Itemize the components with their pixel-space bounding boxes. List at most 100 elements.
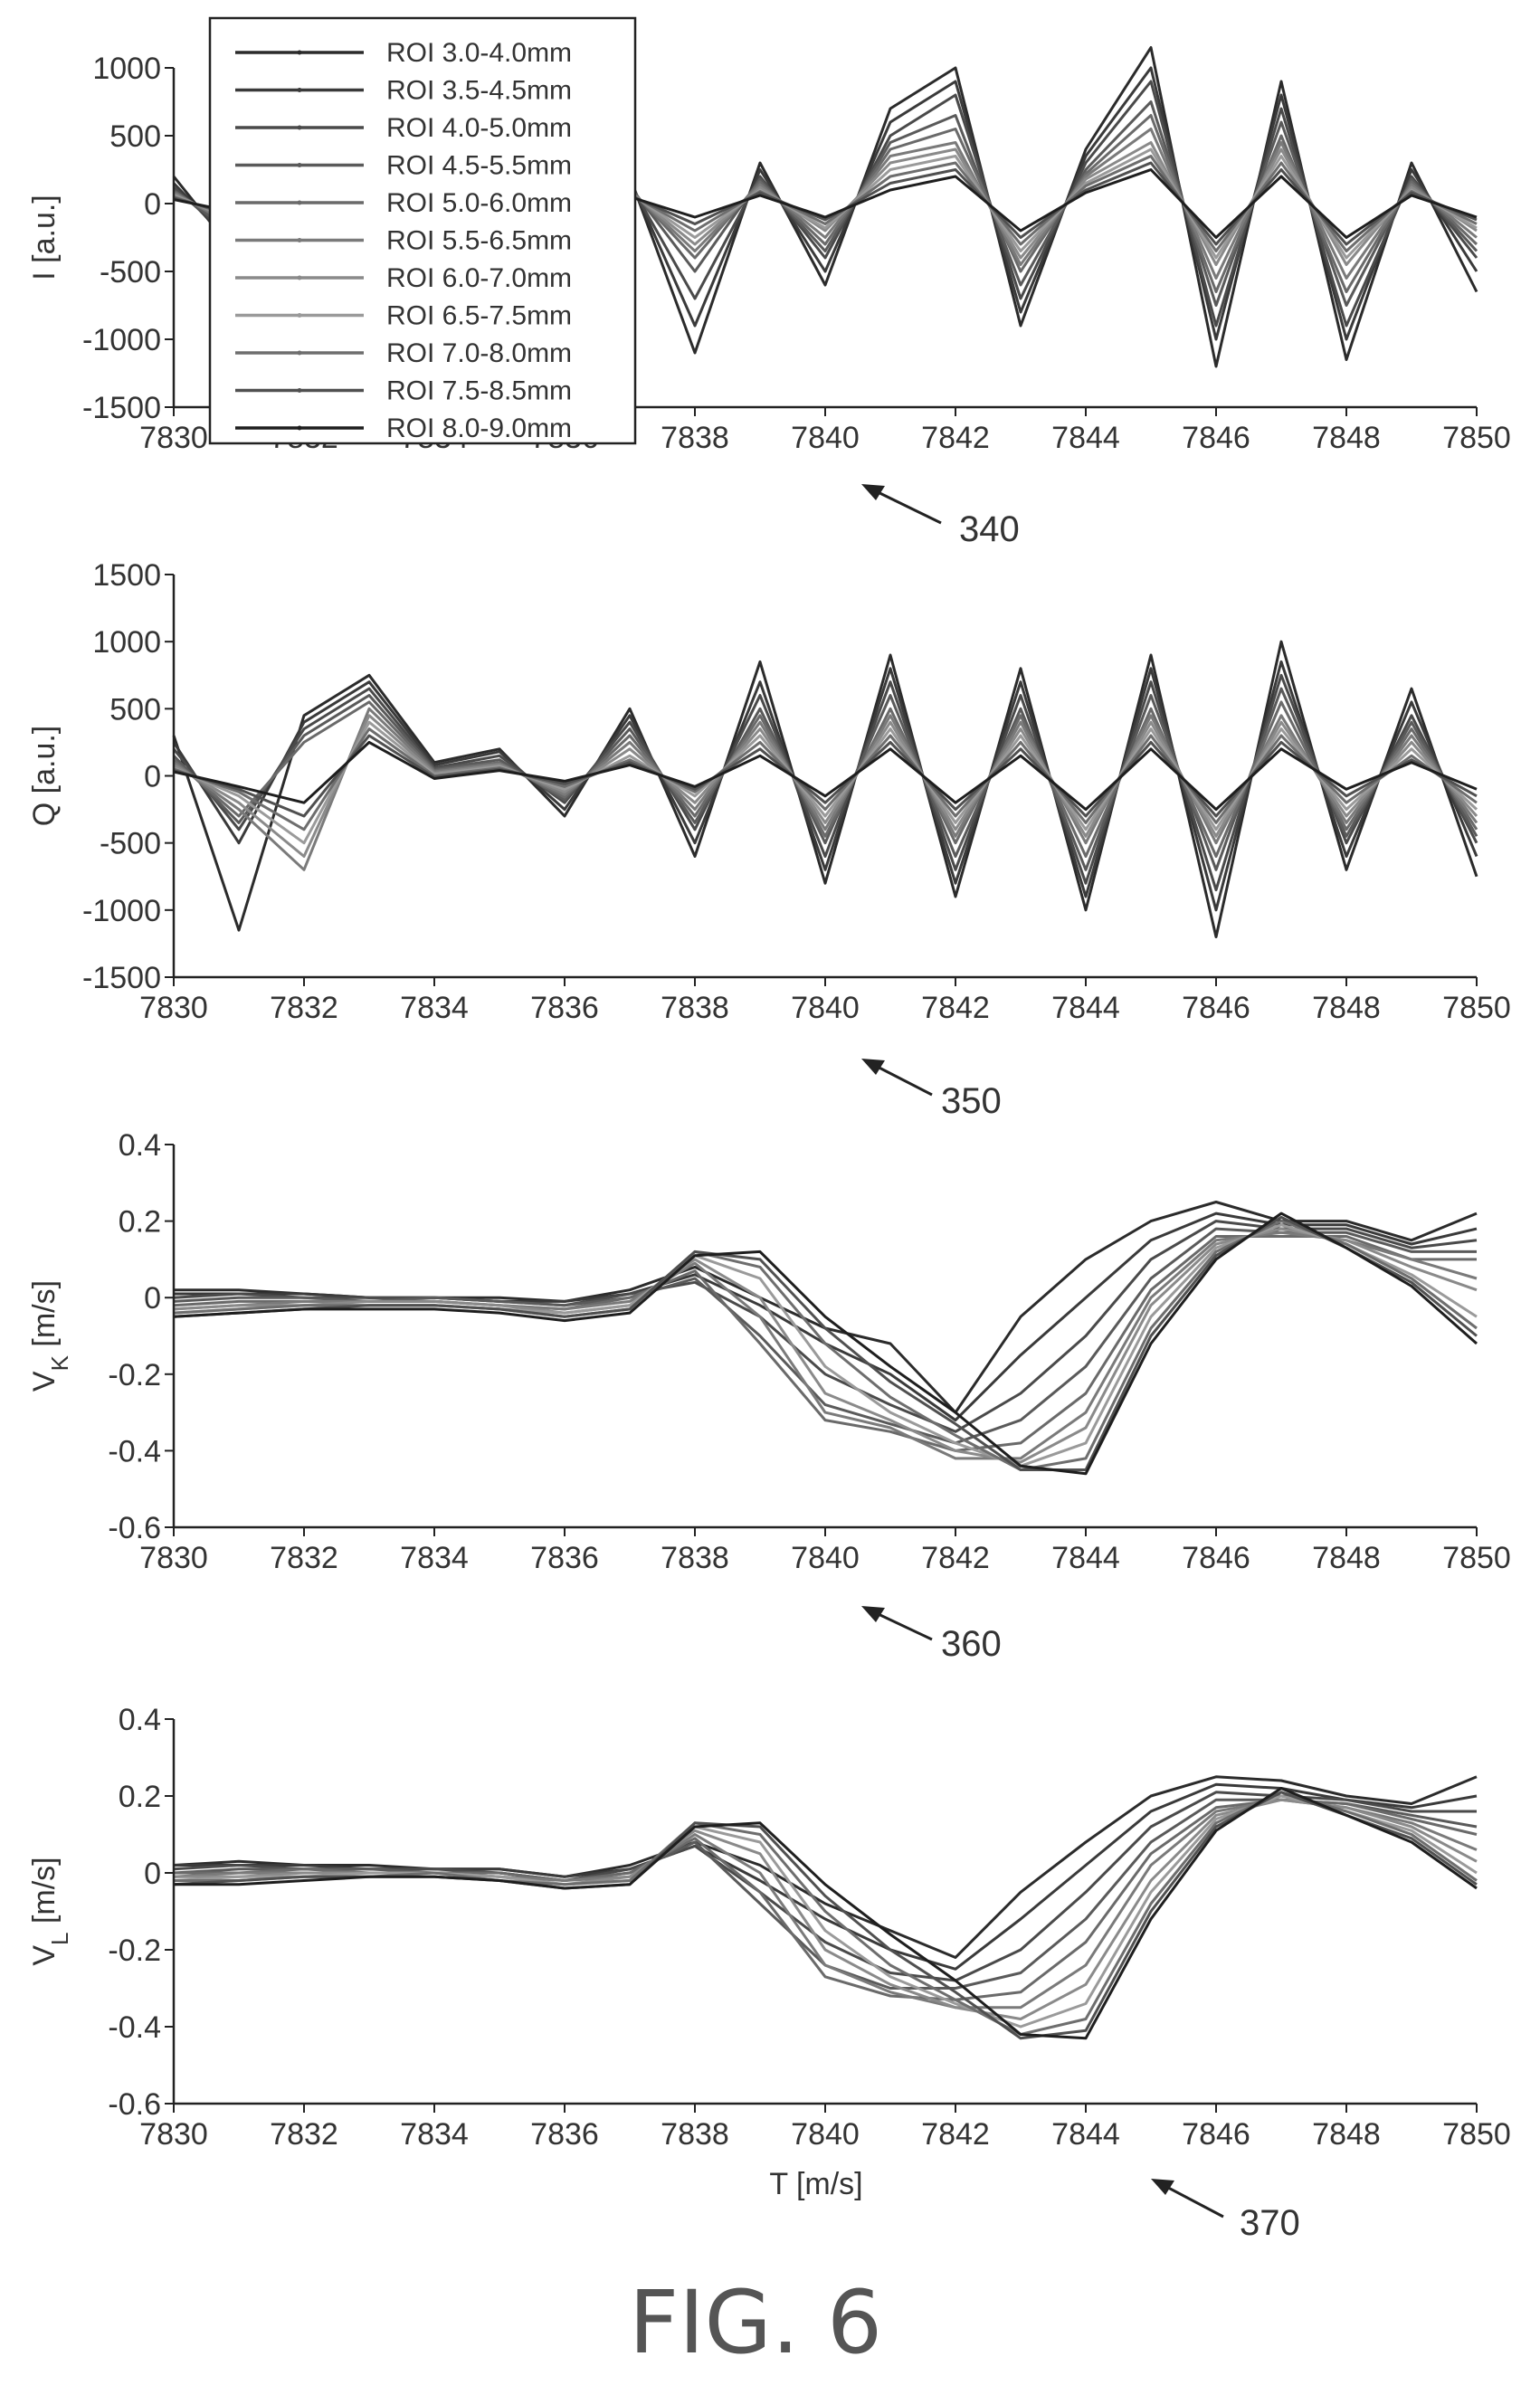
x-tick-label: 7832: [270, 1541, 338, 1575]
y-tick-label: 0: [144, 1857, 161, 1891]
legend-marker: [297, 425, 302, 431]
series-line-1: [172, 640, 1478, 938]
x-tick-label: 7842: [921, 991, 990, 1025]
y-tick-label: -1000: [82, 323, 161, 357]
y-tick-label: 0.2: [119, 1205, 161, 1240]
x-tick-label: 7844: [1051, 1541, 1120, 1575]
legend-marker: [297, 388, 302, 393]
series-line-5: [173, 700, 1478, 858]
y-tick-label: 0: [144, 1281, 161, 1316]
x-tick-label: 7834: [400, 1541, 469, 1575]
x-tick-label: 7844: [1051, 2117, 1120, 2152]
y-tick-label: -500: [100, 827, 161, 861]
y-tick-label: 1000: [92, 625, 161, 660]
series-line-11: [173, 1212, 1478, 1476]
y-axis-label: VK [m/s]: [27, 1280, 73, 1392]
x-tick-label: 7842: [921, 1541, 990, 1575]
y-tick-label: -1000: [82, 894, 161, 928]
x-tick-label: 7836: [530, 2117, 599, 2152]
legend-marker: [297, 125, 302, 130]
legend-marker: [297, 238, 302, 242]
x-tick-label: 7840: [791, 2117, 860, 2152]
series-line-9: [173, 1220, 1478, 1471]
series-line-10: [173, 1791, 1478, 2040]
x-tick-label: 7836: [530, 1541, 599, 1575]
legend-marker: [297, 200, 302, 205]
y-tick-label: 500: [109, 692, 161, 727]
legend-label: ROI 3.5-4.5mm: [386, 76, 572, 106]
legend-label: ROI 5.5-6.5mm: [386, 226, 572, 256]
x-tick-label: 7844: [1051, 421, 1120, 455]
series-line-9: [174, 1791, 1478, 2036]
y-tick-label: 500: [109, 119, 161, 154]
series-line-2: [172, 660, 1478, 912]
series-line-6: [173, 1231, 1478, 1460]
x-tick-label: 7838: [661, 421, 729, 455]
y-tick-label: -0.6: [108, 1511, 161, 1545]
y-tick-label: 0.2: [119, 1780, 161, 1814]
series-lines: [172, 640, 1478, 938]
series-line-10: [173, 734, 1478, 818]
x-tick-label: 7838: [661, 991, 729, 1025]
legend-marker: [297, 88, 302, 92]
panel-vl: 7830 7832 7834 7836 7838 7840 7842 7844 7846 7848…: [27, 1703, 1511, 2243]
x-tick-label: 7832: [270, 991, 338, 1025]
y-tick-label: -500: [100, 255, 161, 290]
legend-marker: [297, 275, 302, 280]
series-lines: [173, 1775, 1478, 2040]
reference-number: 350: [941, 1081, 1002, 1121]
y-axis-label: VL [m/s]: [27, 1857, 73, 1965]
x-tick-label: 7838: [661, 2117, 729, 2152]
series-line-8: [173, 720, 1478, 845]
panel-vk: 7830 7832 7834 7836 7838 7840 7842 7844 7846 7848…: [27, 1128, 1511, 1664]
reference-arrowhead: [1151, 2179, 1174, 2195]
y-tick-label: -0.2: [108, 1358, 161, 1392]
legend-label: ROI 4.0-5.0mm: [386, 113, 572, 143]
x-tick-label: 7850: [1442, 421, 1511, 455]
y-tick-label: 0: [144, 187, 161, 222]
legend: ROI 3.0-4.0mm ROI 3.5-4.5mm ROI 4.0-5.0mm R…: [208, 16, 637, 445]
panel-q: 7830 7832 7834 7836 7838 7840 7842 7844 7846 7848…: [27, 558, 1511, 1121]
legend-label: ROI 7.5-8.5mm: [386, 376, 572, 406]
y-tick-label: -1500: [82, 391, 161, 425]
reference-number: 370: [1240, 2203, 1300, 2243]
series-line-11: [173, 740, 1478, 812]
x-tick-label: 7850: [1442, 991, 1511, 1025]
x-tick-label: 7846: [1182, 1541, 1250, 1575]
legend-marker: [297, 163, 302, 167]
series-line-7: [173, 1227, 1478, 1464]
legend-label: ROI 7.0-8.0mm: [386, 338, 572, 368]
legend-label: ROI 5.0-6.0mm: [386, 188, 572, 218]
x-axis-label: T [m/s]: [769, 2167, 862, 2201]
series-line-5: [174, 1798, 1478, 2001]
y-axis-label: I [a.u.]: [27, 195, 62, 280]
y-tick-label: -0.2: [108, 1934, 161, 1968]
y-tick-label: 0.4: [119, 1128, 161, 1163]
legend-label: ROI 8.0-9.0mm: [386, 413, 572, 443]
x-tick-label: 7832: [270, 2117, 338, 2152]
series-line-3: [173, 1791, 1477, 1982]
y-axis-label: Q [a.u.]: [27, 726, 62, 827]
y-tick-label: 1000: [92, 52, 161, 86]
x-tick-label: 7846: [1182, 2117, 1250, 2152]
x-tick-label: 7838: [661, 1541, 729, 1575]
legend-label: ROI 6.5-7.5mm: [386, 301, 572, 331]
legend-marker: [297, 50, 302, 55]
y-tick-label: -0.4: [108, 1434, 161, 1468]
x-tick-label: 7844: [1051, 991, 1120, 1025]
legend-label: ROI 4.5-5.5mm: [386, 151, 572, 181]
x-tick-label: 7840: [791, 1541, 860, 1575]
reference-number: 360: [941, 1624, 1002, 1664]
series-lines: [173, 1201, 1478, 1476]
legend-label: ROI 3.0-4.0mm: [386, 38, 572, 68]
reference-number: 340: [959, 509, 1020, 549]
series-line-6: [173, 707, 1478, 871]
x-tick-label: 7850: [1442, 1541, 1511, 1575]
x-tick-label: 7836: [530, 991, 599, 1025]
series-line-3: [173, 1220, 1478, 1433]
x-tick-label: 7840: [791, 991, 860, 1025]
x-tick-label: 7834: [400, 991, 469, 1025]
series-line-11: [174, 1787, 1478, 2040]
legend-marker: [297, 313, 302, 318]
